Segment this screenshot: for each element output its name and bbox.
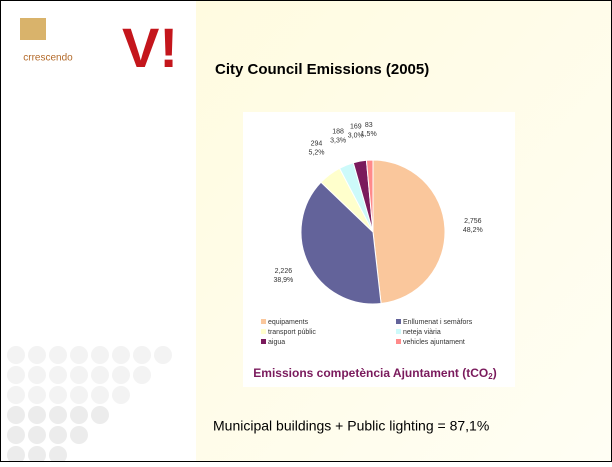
dot [91, 406, 109, 424]
dot [28, 386, 46, 404]
pie-slice [365, 159, 374, 233]
pie-slice [300, 181, 382, 305]
chart: 2,756 48,2% 2,226 38,9% 294 5,2% 188 3,3% 169 3,0… [261, 122, 483, 346]
dot [49, 426, 67, 444]
legend-label: vehicles ajuntament [403, 339, 465, 346]
legend-label: transport públic [268, 329, 316, 336]
dot [49, 346, 67, 364]
dot [91, 346, 109, 364]
dot [133, 346, 151, 364]
percent-label: 48,2% [463, 227, 483, 234]
dot [49, 446, 67, 464]
chart-title: Emissions competència Ajuntament (tCO2) [253, 366, 496, 381]
legend-label: neteja viària [403, 329, 441, 336]
percent-label: 3,3% [330, 138, 346, 145]
decoration [7, 346, 172, 464]
legend-swatch [396, 339, 401, 344]
chart-title-end: ) [493, 366, 497, 380]
legend-swatch [261, 339, 266, 344]
dot [49, 406, 67, 424]
dot [70, 346, 88, 364]
value-label: 83 [365, 122, 373, 129]
legend-label: Enllumenat i semàfors [403, 319, 473, 326]
dot [70, 366, 88, 384]
percent-label: 1,5% [361, 131, 377, 138]
value-label: 294 [311, 141, 323, 148]
legend-swatch [396, 319, 401, 324]
dot [28, 406, 46, 424]
dot [7, 406, 25, 424]
dot [28, 446, 46, 464]
chart-title-subscript: 2 [488, 372, 493, 381]
legend-swatch [261, 319, 266, 324]
legend-swatch [261, 329, 266, 334]
value-label: 2,756 [464, 218, 482, 225]
dot [70, 426, 88, 444]
value-label: 188 [332, 129, 344, 136]
dot [28, 346, 46, 364]
dot [7, 346, 25, 364]
dot [70, 406, 88, 424]
value-label: 169 [350, 123, 362, 130]
percent-label: 5,2% [308, 150, 324, 157]
chart-title-main: Emissions competència Ajuntament (tCO [253, 366, 488, 380]
dot [49, 386, 67, 404]
dot [133, 366, 151, 384]
logo-text: crrescendo [23, 53, 73, 64]
legend-label: aigua [268, 339, 285, 346]
percent-label: 3,0% [348, 132, 364, 139]
legend-swatch [396, 329, 401, 334]
dot [91, 386, 109, 404]
dot [112, 346, 130, 364]
dot [112, 386, 130, 404]
dot [154, 346, 172, 364]
logo-icon [20, 18, 46, 40]
dot [7, 426, 25, 444]
dot [112, 366, 130, 384]
dot [70, 386, 88, 404]
dot [7, 386, 25, 404]
percent-label: 38,9% [273, 277, 293, 284]
dot [28, 426, 46, 444]
dot [7, 446, 25, 464]
value-label: 2,226 [275, 268, 293, 275]
legend-label: equipaments [268, 319, 309, 326]
dot [28, 366, 46, 384]
dot [91, 366, 109, 384]
heading: City Council Emissions (2005) [215, 61, 429, 78]
footer-note: Municipal buildings + Public lighting = … [213, 418, 489, 434]
dot [7, 366, 25, 384]
dot [49, 366, 67, 384]
logo-mark: V! [122, 16, 178, 79]
pie-slice [372, 159, 446, 305]
